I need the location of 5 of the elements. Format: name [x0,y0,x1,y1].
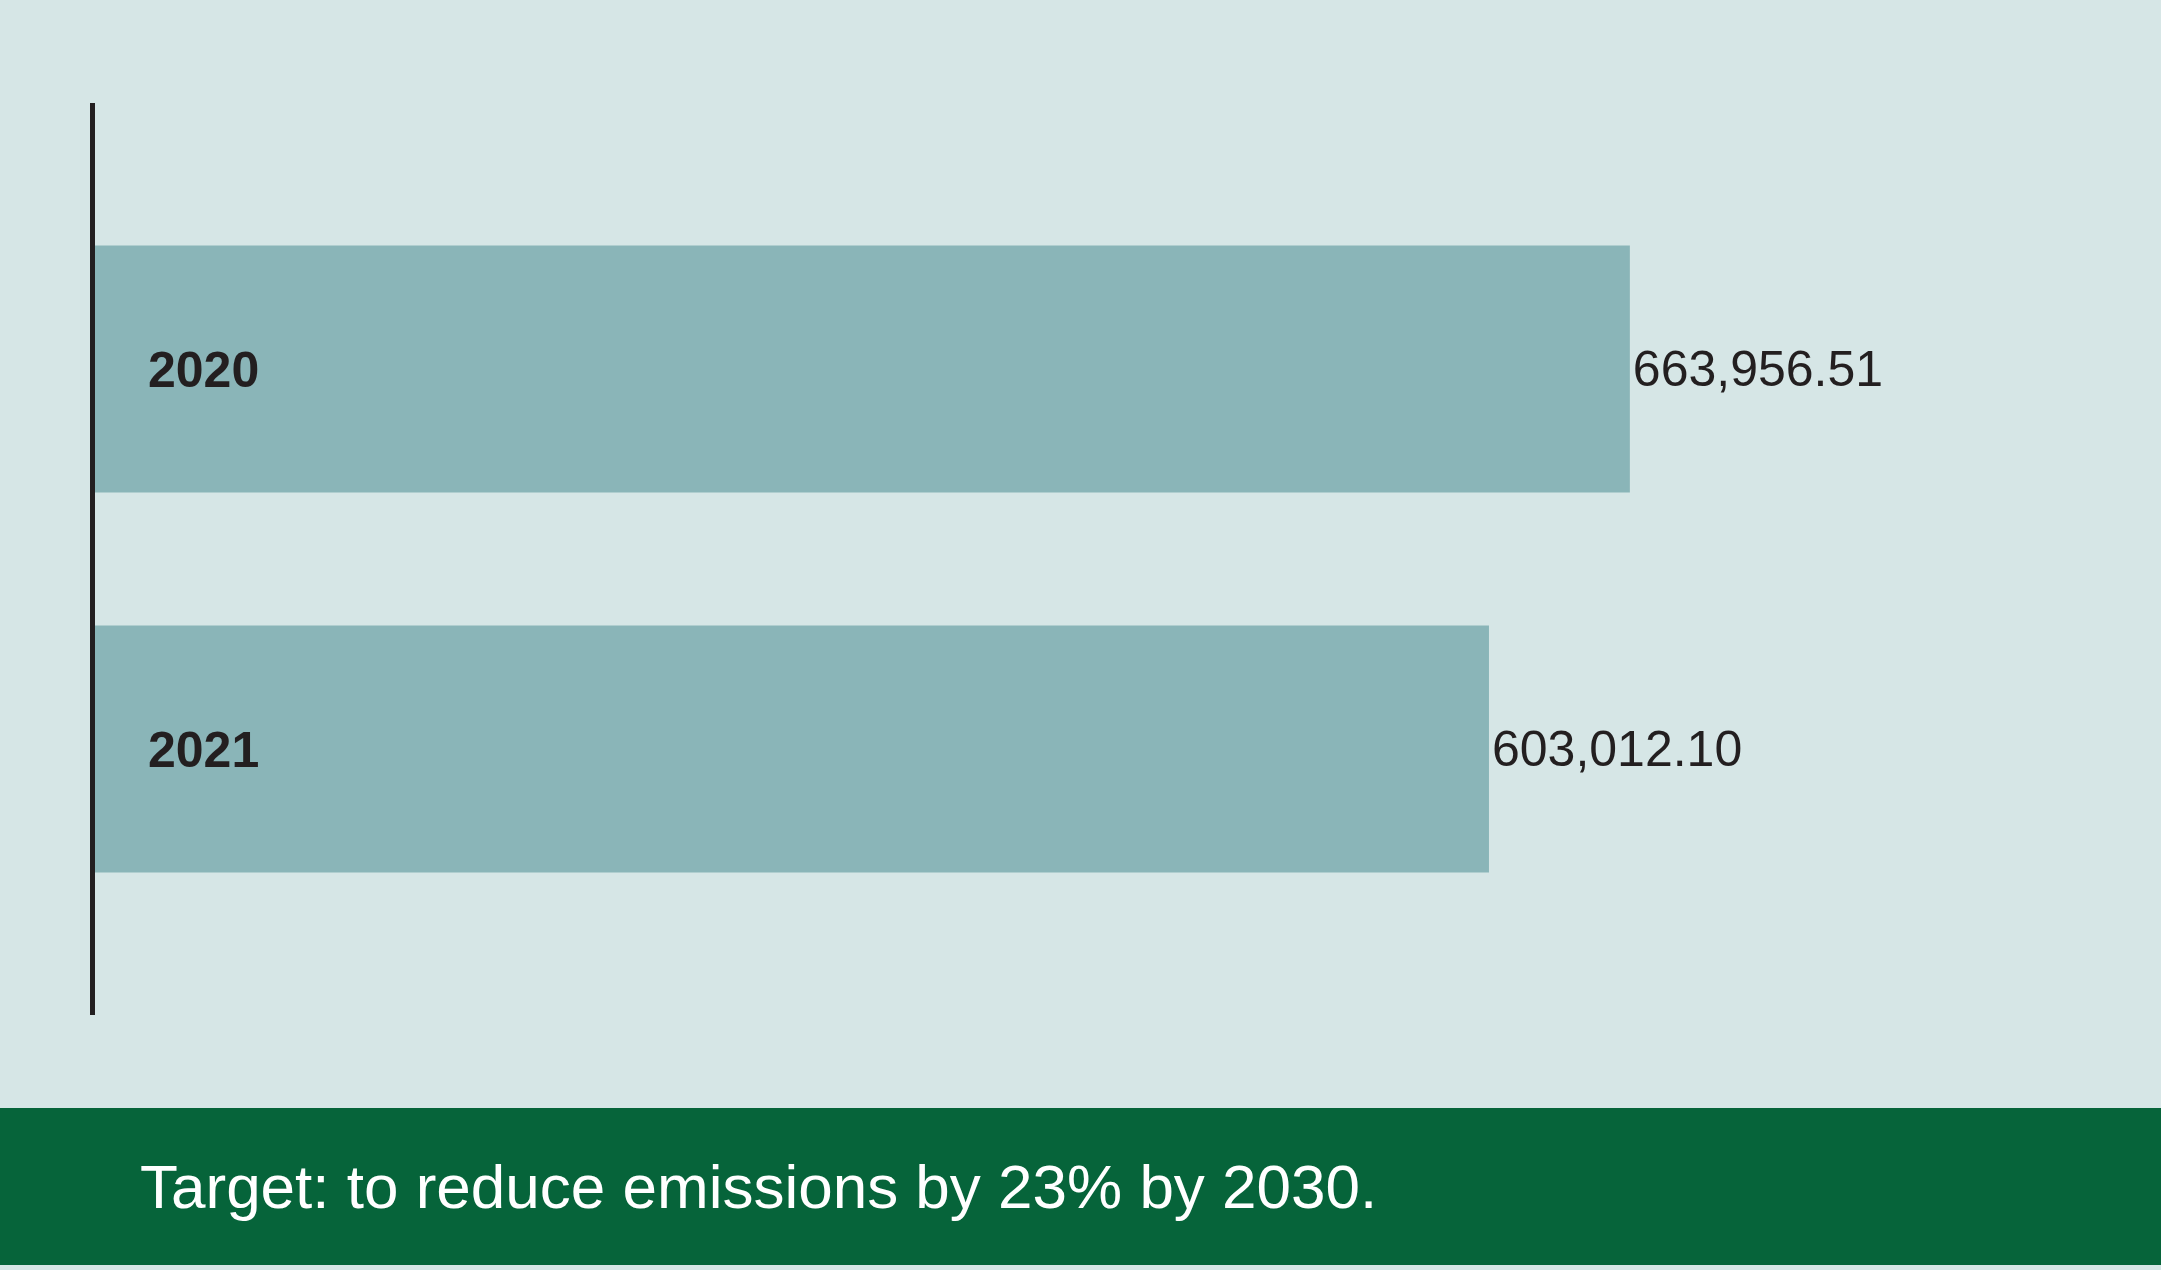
y-tick-label: 2021 [148,721,260,778]
data-label: 603,012.10 [1491,721,1743,777]
data-label: 663,956.51 [1632,341,1884,397]
y-tick-label: 2020 [148,341,260,398]
text: Target: to reduce emissions by 23% by 2030. [140,1152,1378,1221]
